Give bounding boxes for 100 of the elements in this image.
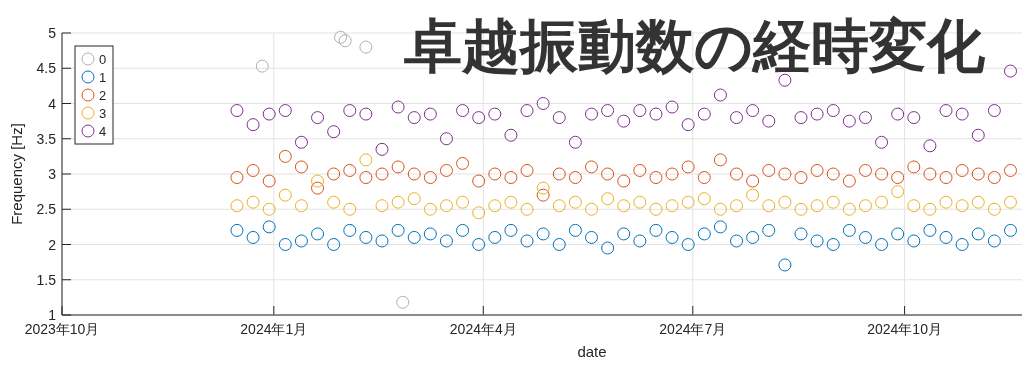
point xyxy=(713,153,727,167)
point xyxy=(520,104,534,118)
point xyxy=(359,40,373,54)
point xyxy=(730,111,744,125)
y-tick-label: 3.5 xyxy=(36,130,57,147)
point xyxy=(407,167,421,181)
point xyxy=(665,230,679,244)
point xyxy=(294,234,308,248)
point xyxy=(585,230,598,244)
point xyxy=(568,135,582,149)
point xyxy=(520,202,534,216)
point xyxy=(552,111,566,125)
legend-label: 1 xyxy=(99,70,107,85)
y-tick-label: 4 xyxy=(48,95,57,112)
point xyxy=(891,107,905,121)
point xyxy=(891,171,905,185)
y-tick-label: 4.5 xyxy=(36,60,57,77)
legend-label: 0 xyxy=(99,52,107,67)
point xyxy=(294,199,308,213)
point xyxy=(617,174,631,188)
point xyxy=(278,188,292,202)
point xyxy=(375,199,389,213)
point xyxy=(504,223,518,237)
point xyxy=(794,227,808,241)
point xyxy=(311,227,325,241)
point xyxy=(987,171,1001,185)
point xyxy=(971,195,985,209)
point xyxy=(923,202,937,216)
point xyxy=(585,160,598,174)
point xyxy=(955,199,969,213)
point xyxy=(278,104,292,118)
point xyxy=(472,206,486,220)
point xyxy=(338,34,352,48)
point xyxy=(262,107,276,121)
point xyxy=(327,238,341,251)
point xyxy=(713,88,727,102)
y-tick-label: 1.5 xyxy=(36,271,57,288)
y-tick-label: 5 xyxy=(48,25,57,41)
point xyxy=(391,223,405,237)
point xyxy=(246,195,260,209)
point xyxy=(939,104,953,118)
point xyxy=(842,114,856,128)
point xyxy=(665,199,679,213)
point xyxy=(536,227,550,241)
point xyxy=(858,230,872,244)
point xyxy=(858,111,872,125)
point xyxy=(407,192,421,206)
point xyxy=(520,163,534,177)
point xyxy=(359,171,373,185)
x-axis-title: date xyxy=(577,343,607,360)
point xyxy=(810,234,824,248)
point xyxy=(649,202,663,216)
point xyxy=(681,118,695,132)
point xyxy=(826,195,840,209)
point xyxy=(439,163,453,177)
x-tick-label: 2023年10月 xyxy=(24,321,100,337)
point xyxy=(907,111,921,125)
point xyxy=(633,163,647,177)
point xyxy=(649,171,663,185)
point xyxy=(713,202,727,216)
point xyxy=(923,223,937,237)
point xyxy=(423,202,437,216)
point xyxy=(504,128,518,142)
y-tick-label: 2 xyxy=(48,236,57,253)
point xyxy=(456,223,470,237)
point xyxy=(246,163,260,177)
point xyxy=(327,167,341,181)
point xyxy=(939,171,953,185)
point xyxy=(391,195,405,209)
point xyxy=(810,199,824,213)
point xyxy=(875,238,889,251)
point xyxy=(794,202,808,216)
point xyxy=(327,125,341,139)
legend-label: 2 xyxy=(99,88,107,103)
point xyxy=(536,97,550,110)
point xyxy=(504,195,518,209)
point xyxy=(343,223,357,237)
point xyxy=(730,167,744,181)
point xyxy=(375,234,389,248)
point xyxy=(230,171,244,185)
point xyxy=(601,167,615,181)
point xyxy=(423,107,437,121)
point xyxy=(456,156,470,170)
point xyxy=(810,107,824,121)
point xyxy=(633,195,647,209)
point xyxy=(617,114,631,128)
point xyxy=(665,100,679,114)
point xyxy=(311,181,325,195)
point xyxy=(939,230,953,244)
point xyxy=(327,195,341,209)
point xyxy=(875,195,889,209)
point xyxy=(552,199,566,213)
y-tick-label: 1 xyxy=(48,307,57,323)
point xyxy=(343,202,357,216)
point xyxy=(439,234,453,248)
point xyxy=(665,167,679,181)
point xyxy=(246,230,260,244)
point xyxy=(585,107,598,121)
point xyxy=(568,171,582,185)
point xyxy=(375,142,389,156)
